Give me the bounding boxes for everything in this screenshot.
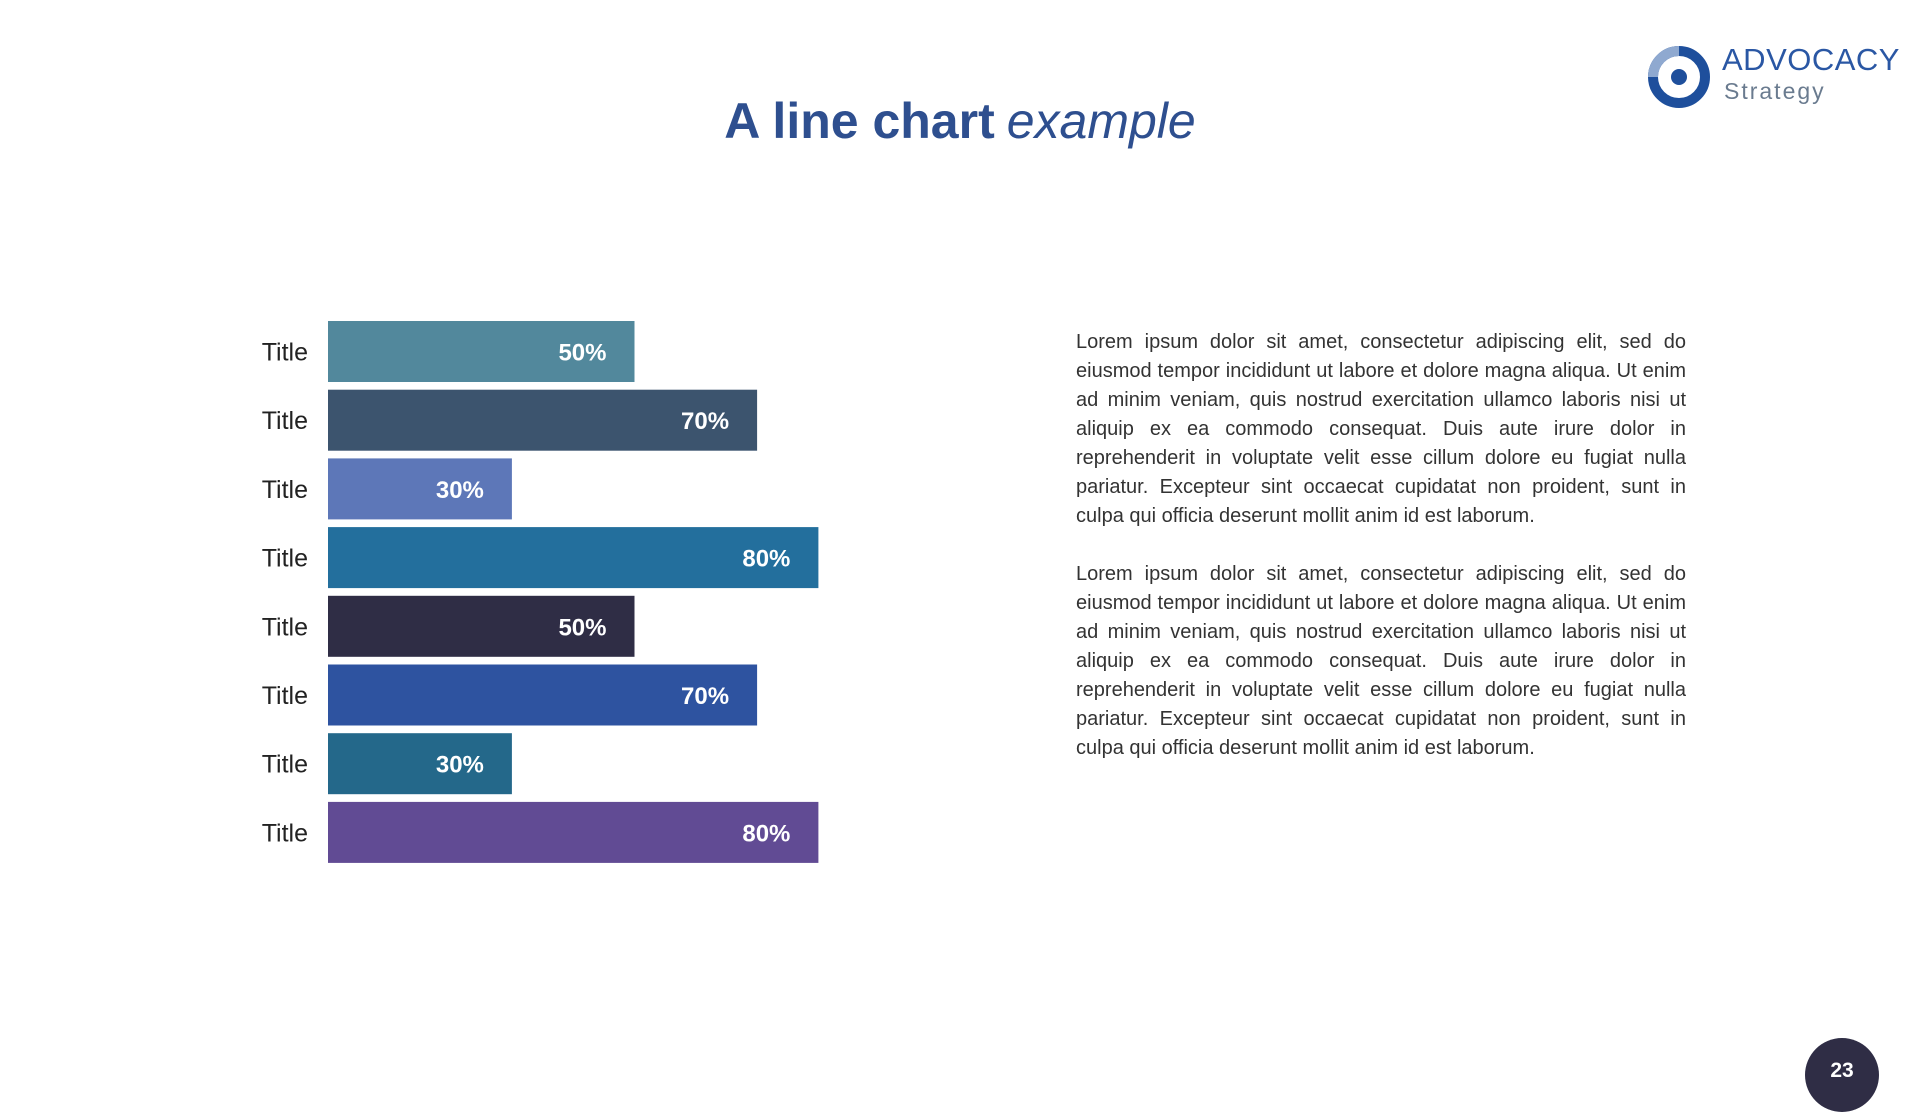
slide-title-bold: A line chart — [724, 93, 995, 149]
value-label: 80% — [742, 820, 790, 847]
slide-title-italic: example — [1006, 93, 1196, 149]
category-label: Title — [262, 751, 308, 779]
bar — [328, 801, 819, 863]
bar — [328, 595, 635, 657]
bar — [328, 733, 512, 795]
category-label: Title — [262, 339, 308, 367]
value-label: 50% — [558, 614, 606, 641]
value-label: 30% — [436, 477, 484, 504]
category-label: Title — [262, 407, 308, 435]
bar-chart: Title 50% Title 70% Title 30% Title 80% Title 50%… — [262, 321, 819, 863]
bar — [328, 527, 819, 589]
advocacy-logo: ADVOCACY Strategy — [1646, 40, 1899, 115]
logo-name: ADVOCACY — [1722, 42, 1900, 77]
category-label: Title — [262, 476, 308, 504]
body-paragraph-1: Lorem ipsum dolor sit amet, consectetur … — [1076, 331, 1686, 527]
bar — [328, 321, 635, 382]
bar — [328, 664, 758, 726]
value-label: 30% — [436, 752, 484, 779]
category-label: Title — [262, 613, 308, 641]
category-label: Title — [262, 682, 308, 710]
value-label: 50% — [558, 340, 606, 367]
body-paragraph-2: Lorem ipsum dolor sit amet, consectetur … — [1076, 563, 1686, 759]
value-label: 70% — [681, 683, 729, 710]
category-label: Title — [262, 819, 308, 847]
page-number-badge: 23 — [1805, 1038, 1879, 1112]
category-label: Title — [262, 545, 308, 573]
slide-title: A line chart example — [0, 96, 1920, 146]
target-ring-icon — [1648, 46, 1710, 108]
value-label: 80% — [742, 546, 790, 573]
value-label: 70% — [681, 408, 729, 435]
bar — [328, 458, 512, 520]
bar — [328, 389, 758, 451]
body-text: Lorem ipsum dolor sit amet, consectetur … — [1076, 328, 1686, 792]
logo-subtitle: Strategy — [1724, 78, 1826, 104]
